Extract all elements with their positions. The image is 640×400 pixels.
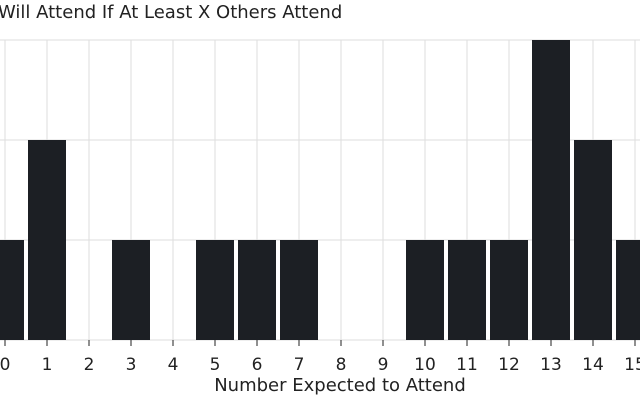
x-tick-label: 13 bbox=[540, 355, 562, 375]
bar bbox=[574, 140, 612, 340]
bar bbox=[28, 140, 66, 340]
x-tick-label: 5 bbox=[210, 355, 221, 375]
chart-title: Will Attend If At Least X Others Attend bbox=[0, 2, 342, 23]
x-tick-label: 0 bbox=[0, 355, 10, 375]
x-tick-label: 15 bbox=[624, 355, 640, 375]
bar bbox=[112, 240, 150, 340]
x-tick-label: 3 bbox=[126, 355, 137, 375]
bar bbox=[490, 240, 528, 340]
x-tick-label: 4 bbox=[168, 355, 179, 375]
x-tick-label: 6 bbox=[252, 355, 263, 375]
bar bbox=[532, 40, 570, 340]
bar bbox=[616, 240, 640, 340]
x-tick-label: 10 bbox=[414, 355, 436, 375]
x-tick-label: 11 bbox=[456, 355, 478, 375]
bar bbox=[238, 240, 276, 340]
x-tick-label: 12 bbox=[498, 355, 520, 375]
x-tick-label: 8 bbox=[336, 355, 347, 375]
x-tick-label: 7 bbox=[294, 355, 305, 375]
bar bbox=[0, 240, 24, 340]
bar bbox=[448, 240, 486, 340]
x-tick-label: 9 bbox=[378, 355, 389, 375]
bar bbox=[406, 240, 444, 340]
bar bbox=[196, 240, 234, 340]
x-tick-label: 1 bbox=[42, 355, 53, 375]
x-axis-label: Number Expected to Attend bbox=[214, 375, 466, 396]
bar bbox=[280, 240, 318, 340]
x-tick-label: 14 bbox=[582, 355, 604, 375]
x-tick-label: 2 bbox=[84, 355, 95, 375]
